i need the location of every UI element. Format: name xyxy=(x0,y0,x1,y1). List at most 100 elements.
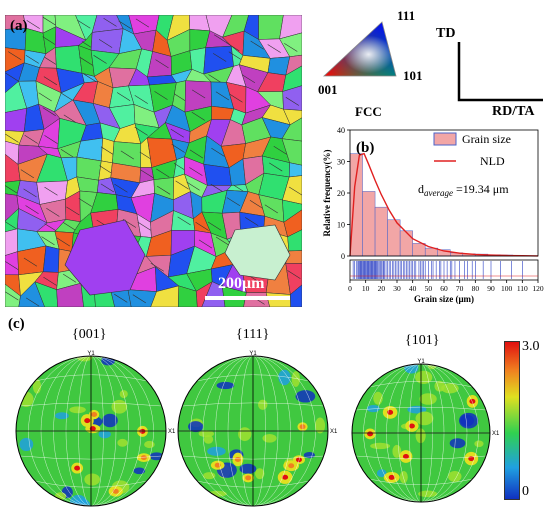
grain xyxy=(42,245,60,273)
legend-swatch-grain-size xyxy=(433,132,457,146)
twin-boundary xyxy=(5,133,19,143)
twin-boundary xyxy=(189,149,204,159)
twin-boundary xyxy=(226,197,241,207)
twin-boundary xyxy=(170,128,184,138)
density-patch xyxy=(255,468,265,480)
twin-boundary xyxy=(135,18,150,28)
rd-direction-label: RD/TA xyxy=(492,104,535,119)
grain xyxy=(282,65,302,92)
twin-boundary xyxy=(250,40,264,50)
twin-boundary xyxy=(228,51,242,61)
twin-boundary xyxy=(287,270,301,279)
ipf-color-key xyxy=(322,21,397,77)
grain xyxy=(5,251,19,276)
legend-label-nld: NLD xyxy=(480,154,505,168)
x-tick-label: 90 xyxy=(487,284,495,293)
twin-boundary xyxy=(177,216,191,226)
grain xyxy=(288,162,302,178)
hot-spot-core xyxy=(402,453,409,459)
grain xyxy=(281,117,302,142)
pole-figure-title-101: {101} xyxy=(405,333,440,348)
grain-size-histogram: 0 10 20 30 40 0 10 20 30 40 50 60 70 80 90 100 110 120 Gra… xyxy=(322,126,544,304)
grain xyxy=(76,156,102,181)
density-patch xyxy=(98,430,111,439)
twin-boundary xyxy=(100,146,115,156)
grain xyxy=(150,285,179,307)
scale-bar-label: 200μm xyxy=(218,275,265,292)
twin-boundary xyxy=(44,57,58,66)
density-patch xyxy=(239,463,257,474)
hot-spot-core xyxy=(245,475,252,481)
density-patch xyxy=(55,412,69,420)
twin-boundary xyxy=(241,74,256,84)
grain xyxy=(258,15,284,40)
hot-spot-core xyxy=(288,463,295,469)
twin-boundary xyxy=(154,91,168,100)
ebsd-ipf-map xyxy=(5,15,302,307)
average-grain-size-annotation: daverage =19.34 μm xyxy=(418,182,509,198)
hot-spot-core xyxy=(234,456,241,462)
twin-boundary xyxy=(134,95,148,104)
hot-spot-core xyxy=(388,474,395,480)
twin-boundary xyxy=(25,297,40,307)
ipf-key-111-label: 111 xyxy=(397,8,416,23)
twin-boundary xyxy=(42,107,56,117)
twin-boundary xyxy=(156,168,170,178)
pole-figure-title-001: {001} xyxy=(72,327,107,342)
y-tick-label: 30 xyxy=(337,158,345,167)
twin-boundary xyxy=(60,148,75,158)
twin-boundary xyxy=(23,188,37,198)
pole-figure-outline xyxy=(15,355,167,507)
twin-boundary xyxy=(25,54,39,64)
x-tick-label: 50 xyxy=(425,284,433,293)
twin-boundary xyxy=(229,93,243,103)
pole-figures: Y1 X1 Y1 X1 Y1 X1 xyxy=(15,351,500,507)
hot-spot-core xyxy=(299,424,306,430)
hot-spot-core xyxy=(74,465,81,471)
twin-boundary xyxy=(83,73,97,83)
colorbar-min-label: 0 xyxy=(522,484,529,499)
twin-boundary xyxy=(79,57,94,66)
twin-boundary xyxy=(5,185,18,194)
density-patch xyxy=(54,492,67,500)
ipf-key-001-label: 001 xyxy=(318,82,338,97)
twin-boundary xyxy=(210,183,224,193)
twin-boundary xyxy=(56,237,71,247)
density-patch xyxy=(207,490,227,497)
twin-boundary xyxy=(78,198,92,207)
pole-figure-title-111: {111} xyxy=(236,327,270,342)
hot-spot-core xyxy=(91,412,98,418)
hot-spot-core xyxy=(112,488,119,494)
twin-boundary xyxy=(8,51,22,61)
twin-boundary xyxy=(208,74,222,83)
twin-boundary xyxy=(20,169,34,179)
twin-boundary xyxy=(26,20,40,29)
twin-boundary xyxy=(41,236,55,246)
twin-boundary xyxy=(114,293,128,303)
density-patch xyxy=(407,405,427,414)
twin-boundary xyxy=(211,147,225,157)
grain xyxy=(283,209,302,238)
x-tick-label: 30 xyxy=(393,284,401,293)
twin-boundary xyxy=(264,204,278,214)
twin-boundary xyxy=(43,276,57,286)
hot-spot-core xyxy=(282,474,289,480)
density-patch xyxy=(203,434,214,444)
nld-fit-curve xyxy=(349,152,539,257)
twin-boundary xyxy=(116,92,131,101)
twin-boundary xyxy=(207,221,222,231)
x-tick-label: 40 xyxy=(409,284,417,293)
hot-spot-core xyxy=(387,409,394,415)
twin-boundary xyxy=(38,92,52,102)
twin-boundary xyxy=(46,208,60,217)
panel-c-label: (c) xyxy=(8,316,25,332)
twin-boundary xyxy=(215,91,230,101)
grain xyxy=(178,285,198,307)
density-patch xyxy=(32,379,42,394)
histogram-bar xyxy=(349,153,363,257)
density-patch xyxy=(19,437,34,452)
twin-boundary xyxy=(63,114,77,124)
twin-boundary xyxy=(42,36,56,46)
pole-figure-0 xyxy=(16,356,166,506)
grain xyxy=(283,108,302,126)
